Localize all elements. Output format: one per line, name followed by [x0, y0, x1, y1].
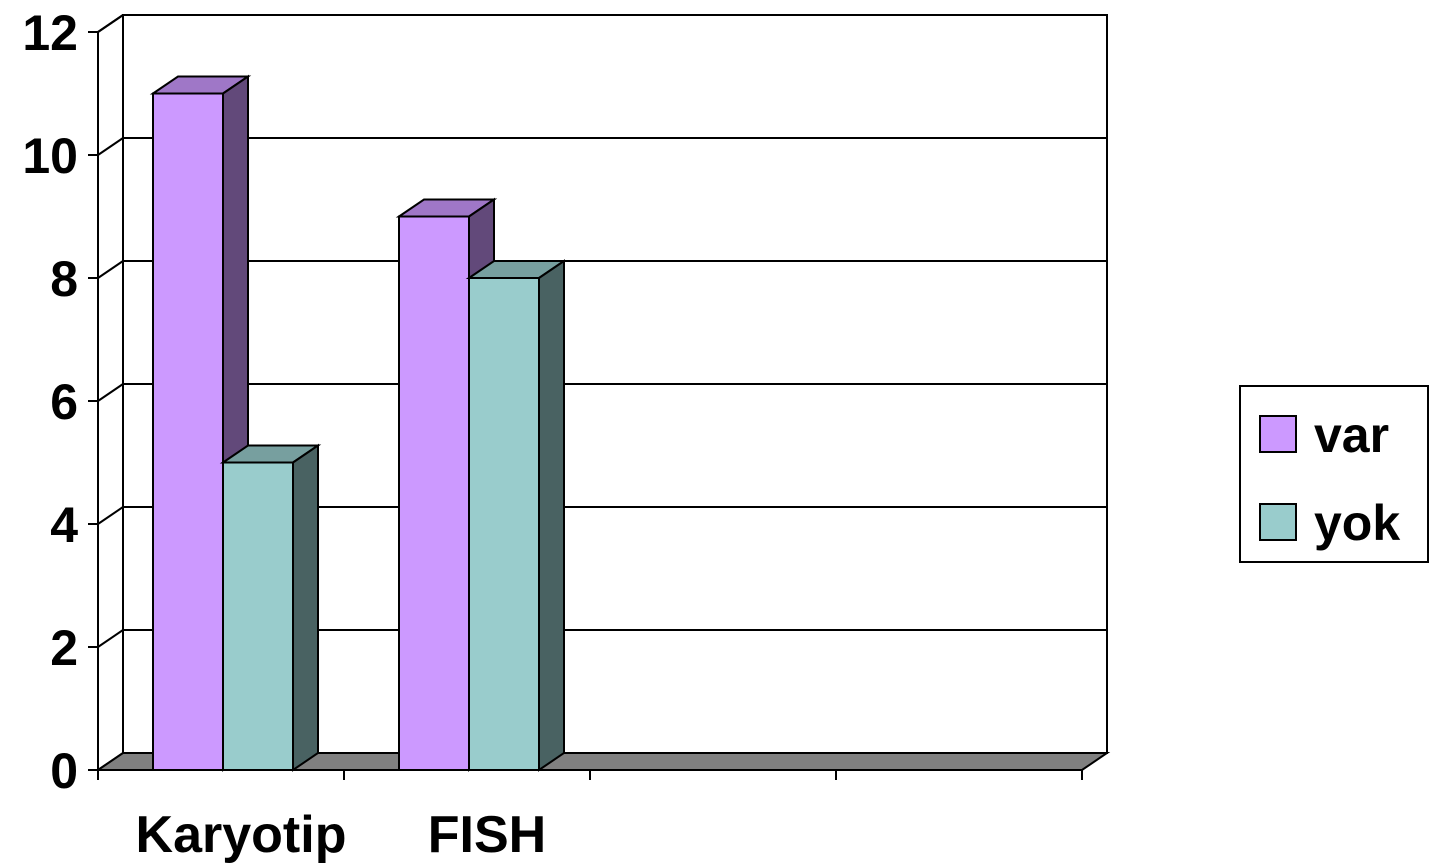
category-label: FISH: [428, 806, 546, 864]
legend-swatch-yok: [1259, 503, 1297, 541]
gridline-side: [97, 260, 124, 279]
bar-var-Karyotip: [149, 74, 252, 772]
y-tick-label: 0: [50, 743, 78, 799]
legend: var yok: [1239, 385, 1429, 563]
gridline-side: [97, 629, 124, 648]
bar-front: [468, 277, 540, 771]
y-tick-label: 8: [50, 251, 78, 307]
legend-label-var: var: [1314, 407, 1389, 463]
y-tick-label: 6: [50, 374, 78, 430]
y-tick-label: 12: [22, 5, 78, 61]
x-category-labels: Karyotip FISH: [136, 806, 547, 864]
y-tick-label: 10: [22, 128, 78, 184]
category-label: Karyotip: [136, 806, 347, 864]
bar-front: [222, 461, 294, 771]
bar-side: [538, 259, 565, 772]
y-tick-label: 2: [50, 620, 78, 676]
bar-yok-FISH: [465, 259, 568, 772]
bar-front: [398, 215, 470, 771]
bar-front: [152, 92, 224, 771]
y-tick-labels: 0 2 4 6 8 10 12: [22, 5, 98, 799]
gridline-side: [97, 137, 124, 156]
legend-swatch-var: [1259, 415, 1297, 453]
gridline-side: [97, 506, 124, 525]
legend-label-yok: yok: [1314, 495, 1400, 551]
y-axis-top-edge: [97, 14, 124, 33]
gridline-side: [97, 383, 124, 402]
bar-side: [292, 443, 319, 772]
y-tick-label: 4: [50, 497, 78, 553]
bar-yok-Karyotip: [219, 443, 322, 772]
bars: [149, 74, 568, 772]
